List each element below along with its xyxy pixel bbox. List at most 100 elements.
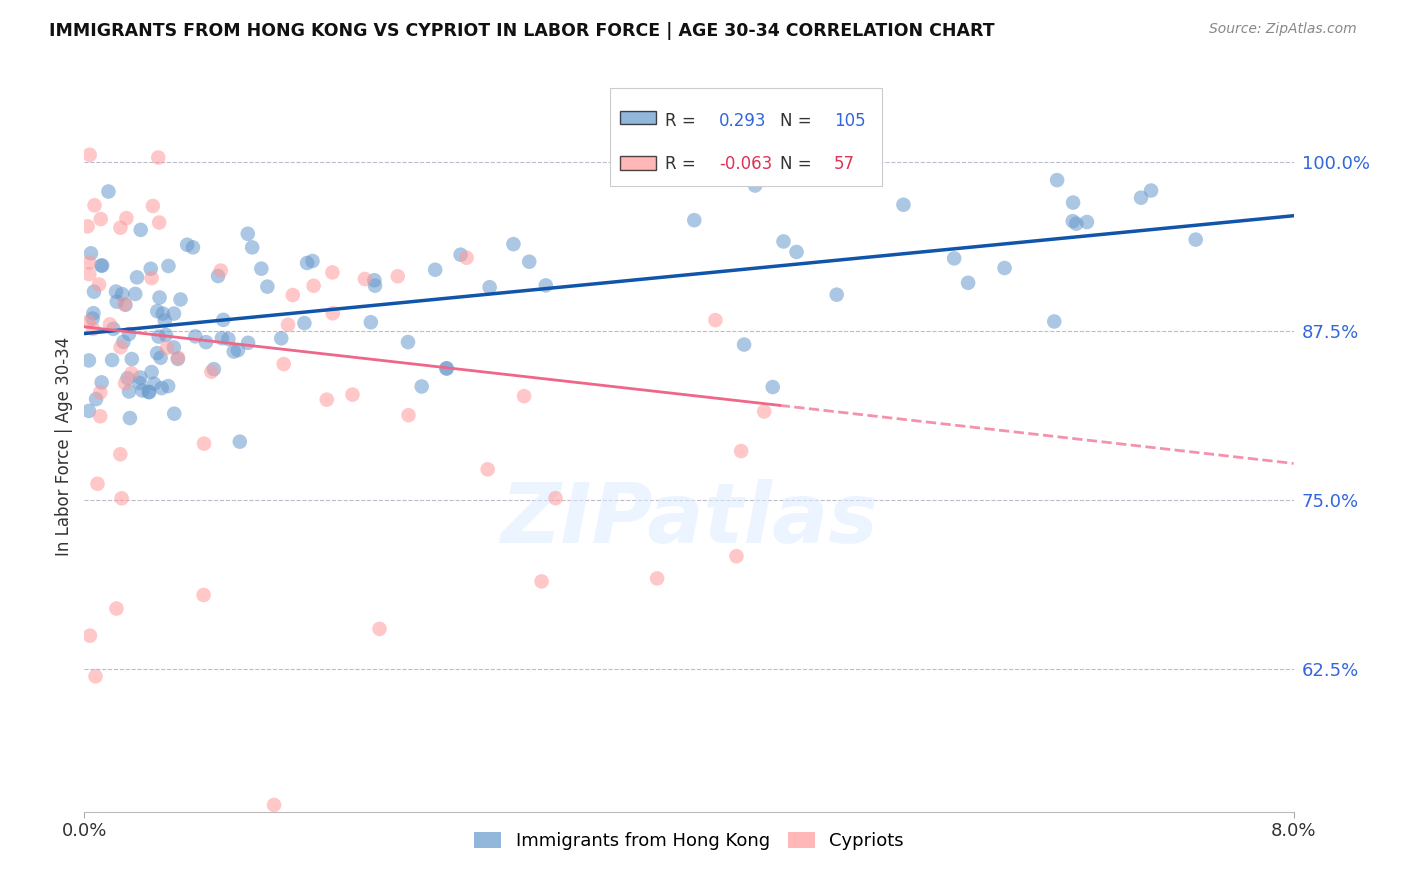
Point — [152, 307, 174, 321]
Point — [1184, 233, 1206, 247]
Point — [110, 340, 132, 354]
Point — [752, 404, 775, 418]
Point — [176, 237, 198, 252]
Point — [292, 316, 315, 330]
Text: Source: ZipAtlas.com: Source: ZipAtlas.com — [1209, 22, 1357, 37]
Point — [387, 269, 409, 284]
Point — [167, 351, 190, 366]
Point — [302, 278, 325, 293]
Legend: Immigrants from Hong Kong, Cypriots: Immigrants from Hong Kong, Cypriots — [467, 825, 911, 857]
Point — [112, 334, 135, 349]
Point — [1076, 215, 1098, 229]
Point — [181, 240, 204, 254]
Point — [957, 276, 980, 290]
Point — [250, 261, 273, 276]
Point — [396, 334, 419, 349]
Point — [222, 344, 245, 359]
Point — [89, 385, 111, 400]
Point — [456, 251, 478, 265]
Point — [163, 407, 186, 421]
Point — [363, 273, 385, 287]
Point — [163, 340, 186, 354]
Point — [125, 270, 148, 285]
Point — [143, 376, 166, 391]
Point — [368, 622, 391, 636]
Point — [772, 235, 794, 249]
Point — [87, 277, 110, 292]
Point — [730, 444, 752, 458]
Point — [762, 380, 785, 394]
Point — [77, 255, 100, 269]
Point — [157, 379, 180, 393]
Point — [273, 357, 295, 371]
Point — [226, 343, 249, 358]
Point — [450, 248, 472, 262]
Point — [110, 447, 132, 461]
Point — [398, 408, 420, 422]
Point — [89, 409, 111, 424]
Text: R =: R = — [665, 155, 696, 173]
Point — [893, 198, 915, 212]
Point — [86, 476, 108, 491]
Point — [138, 385, 160, 400]
Text: N =: N = — [780, 112, 811, 130]
Point — [263, 797, 285, 812]
Point — [342, 387, 364, 401]
Point — [1140, 184, 1163, 198]
Point — [1130, 191, 1153, 205]
Text: N =: N = — [780, 155, 811, 173]
Point — [121, 367, 143, 381]
Point — [118, 326, 141, 341]
Point — [364, 278, 387, 293]
Text: IMMIGRANTS FROM HONG KONG VS CYPRIOT IN LABOR FORCE | AGE 30-34 CORRELATION CHAR: IMMIGRANTS FROM HONG KONG VS CYPRIOT IN … — [49, 22, 995, 40]
Point — [105, 285, 128, 299]
FancyBboxPatch shape — [620, 111, 657, 124]
Text: 105: 105 — [834, 112, 866, 130]
Point — [425, 262, 447, 277]
Point — [411, 379, 433, 393]
Point — [138, 384, 160, 399]
Point — [534, 278, 557, 293]
Point — [150, 381, 173, 395]
Point — [141, 365, 163, 379]
Point — [236, 227, 259, 241]
Point — [270, 331, 292, 345]
Point — [110, 220, 132, 235]
Point — [943, 252, 966, 266]
Point — [97, 185, 120, 199]
Point — [103, 322, 125, 336]
Point — [148, 291, 170, 305]
Point — [704, 313, 727, 327]
Point — [129, 223, 152, 237]
Point — [217, 332, 239, 346]
Point — [77, 315, 100, 329]
Point — [240, 240, 263, 254]
Point — [79, 148, 101, 162]
Point — [124, 287, 146, 301]
Point — [146, 304, 169, 318]
Point — [993, 260, 1015, 275]
Point — [101, 353, 124, 368]
Point — [517, 254, 540, 268]
Point — [354, 272, 377, 286]
Point — [118, 384, 141, 399]
Point — [212, 313, 235, 327]
Point — [502, 237, 524, 252]
Point — [105, 601, 128, 615]
Point — [90, 212, 112, 227]
Text: 57: 57 — [834, 155, 855, 173]
Point — [139, 261, 162, 276]
Point — [76, 219, 98, 234]
Point — [82, 322, 104, 336]
Point — [83, 198, 105, 212]
Point — [434, 361, 457, 376]
Point — [114, 376, 136, 391]
Point — [530, 574, 553, 589]
Point — [114, 297, 136, 311]
Point — [295, 256, 318, 270]
Point — [163, 307, 186, 321]
Point — [202, 362, 225, 376]
Point — [84, 669, 107, 683]
Point — [114, 298, 136, 312]
Point — [157, 259, 180, 273]
